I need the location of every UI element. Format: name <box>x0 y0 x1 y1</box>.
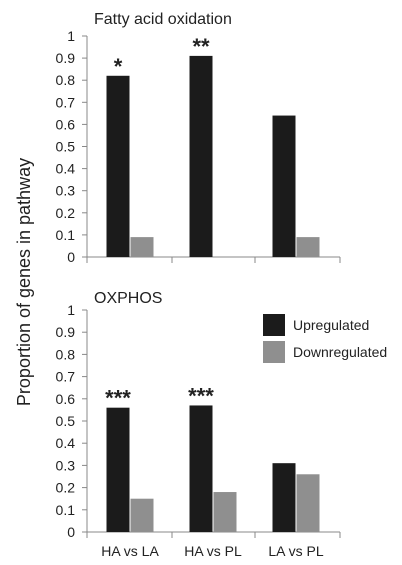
bar-upregulated-2 <box>272 463 296 532</box>
bar-upregulated-0 <box>106 407 130 532</box>
bar-upregulated-1 <box>189 55 213 257</box>
legend-swatch-downregulated <box>263 341 285 363</box>
y-tick-label: 0.7 <box>56 94 76 110</box>
y-tick-label: 0 <box>67 249 75 265</box>
legend-label-upregulated: Upregulated <box>293 317 369 333</box>
y-tick-label: 0.5 <box>56 139 76 155</box>
bar-upregulated-1 <box>189 405 213 532</box>
y-tick-label: 0.3 <box>56 183 76 199</box>
significance-marker: * <box>114 54 123 79</box>
y-tick-label: 0.3 <box>56 457 76 473</box>
bar-upregulated-2 <box>272 115 296 257</box>
y-tick-label: 0.7 <box>56 369 76 385</box>
bar-downregulated-1 <box>213 492 237 532</box>
panel-fatty-acid-oxidation: Fatty acid oxidation 0 0.1 0.2 0.3 0.4 0.5 0.6… <box>56 11 341 265</box>
y-tick-label: 0.2 <box>56 205 76 221</box>
y-tick-label: 0.9 <box>56 324 76 340</box>
bar-downregulated-2 <box>296 237 320 257</box>
significance-marker: ** <box>192 34 210 59</box>
legend-swatch-upregulated <box>263 314 285 336</box>
y-tick-label: 0.9 <box>56 50 76 66</box>
y-tick-label: 0.2 <box>56 480 76 496</box>
y-tick-label: 0.6 <box>56 391 76 407</box>
y-axis-label: Proportion of genes in pathway <box>14 158 34 406</box>
y-tick-label: 0.4 <box>56 435 76 451</box>
legend-label-downregulated: Downregulated <box>293 344 387 360</box>
significance-marker: *** <box>105 386 131 411</box>
y-tick-label: 0.6 <box>56 116 76 132</box>
y-tick-label: 0.1 <box>56 227 76 243</box>
panel-title: OXPHOS <box>94 290 162 307</box>
y-tick-label: 0.8 <box>56 72 76 88</box>
y-tick-label: 0 <box>67 524 75 540</box>
y-tick-label: 0.5 <box>56 413 76 429</box>
panel-oxphos: OXPHOS Upregulated Downregulated 0 0.1 0.2… <box>56 290 388 559</box>
y-tick-label: 0.4 <box>56 161 76 177</box>
x-tick-label: LA vs PL <box>268 543 323 559</box>
panel-title: Fatty acid oxidation <box>94 11 232 28</box>
y-tick-label: 0.1 <box>56 502 76 518</box>
bar-downregulated-0 <box>130 498 154 532</box>
x-tick-label: HA vs LA <box>101 543 159 559</box>
bar-downregulated-0 <box>130 237 154 257</box>
y-tick-label: 1 <box>67 28 75 44</box>
y-tick-label: 1 <box>67 302 75 318</box>
y-tick-label: 0.8 <box>56 346 76 362</box>
legend: Upregulated Downregulated <box>263 314 387 363</box>
bar-upregulated-0 <box>106 75 130 257</box>
significance-marker: *** <box>188 383 214 408</box>
x-tick-label: HA vs PL <box>184 543 242 559</box>
bar-downregulated-2 <box>296 474 320 532</box>
